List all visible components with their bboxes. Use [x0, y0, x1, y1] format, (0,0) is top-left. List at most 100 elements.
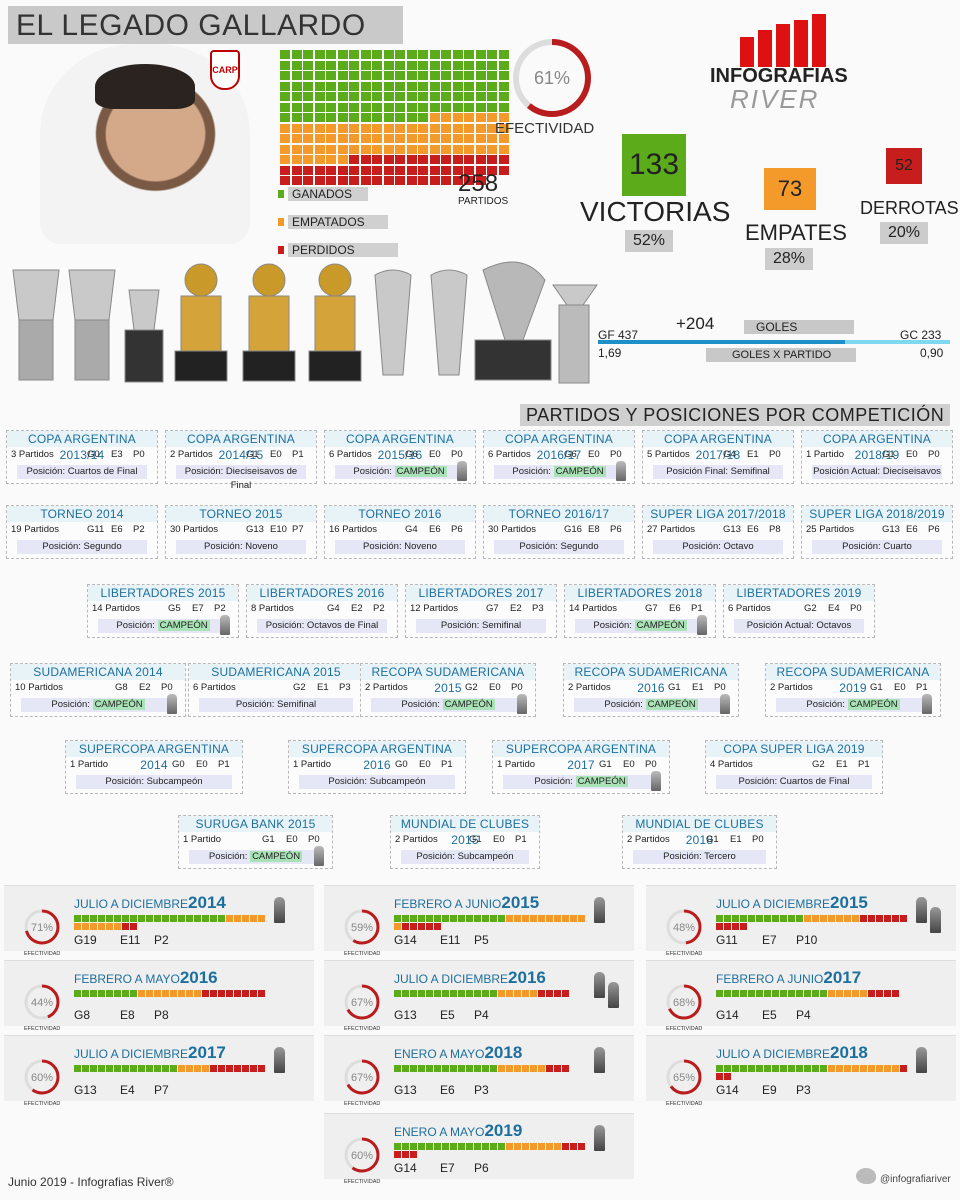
waffle-cell: [280, 176, 290, 185]
result-square: [892, 1065, 899, 1072]
result-square: [90, 990, 97, 997]
result-square: [522, 915, 529, 922]
waffle-cell: [441, 165, 451, 175]
result-square: [122, 1065, 129, 1072]
waffle-cell: [360, 71, 371, 80]
result-square: [442, 915, 449, 922]
period-efectividad-label: EFECTIVIDAD: [344, 1026, 381, 1032]
waffle-cell: [360, 60, 371, 70]
period-title: FEBRERO A JUNIO2017: [716, 968, 861, 988]
waffle-cell: [383, 165, 394, 175]
result-square: [498, 1065, 505, 1072]
result-square: [154, 915, 161, 922]
waffle-cell: [418, 92, 428, 101]
position-text: Posición: Subcampeón: [105, 776, 203, 787]
result-square: [394, 923, 401, 930]
result-square: [218, 990, 225, 997]
result-square: [114, 923, 121, 930]
waffle-cell: [280, 60, 290, 70]
trophy-icon: [930, 907, 941, 933]
competition-card: COPA SUPER LIGA 2019 4 Partidos G2 E1 P1…: [705, 740, 883, 794]
waffle-cell: [464, 50, 474, 59]
waffle-cell: [452, 71, 463, 80]
waffle-cell: [441, 50, 451, 59]
result-square: [788, 915, 795, 922]
result-square: [490, 990, 497, 997]
competition-position: Posición: CAMPEÓN: [776, 698, 930, 712]
waffle-cell: [418, 176, 428, 185]
position-text: Posición:: [401, 699, 443, 710]
waffle-cell: [291, 81, 302, 91]
result-square: [796, 1065, 803, 1072]
result-square: [836, 915, 843, 922]
competition-won: G7: [645, 603, 658, 614]
competition-won: G5: [168, 603, 181, 614]
waffle-cell: [475, 144, 486, 154]
result-square: [562, 1065, 569, 1072]
waffle-cell: [291, 50, 302, 59]
result-square: [804, 915, 811, 922]
result-square: [836, 1065, 843, 1072]
result-square: [74, 990, 81, 997]
competition-name: SUPERCOPA ARGENTINA 2016: [289, 741, 465, 772]
competition-matches: 1 Partido: [806, 449, 845, 460]
result-square: [804, 990, 811, 997]
waffle-cell: [349, 144, 359, 154]
result-square: [724, 915, 731, 922]
waffle-cell: [303, 81, 313, 91]
trophy-icon: [12, 261, 598, 384]
waffle-cell: [326, 155, 336, 164]
position-text: Posición: Noveno: [204, 541, 278, 552]
waffle-cell: [372, 165, 382, 175]
result-square: [434, 1065, 441, 1072]
period-efectividad-label: EFECTIVIDAD: [24, 1101, 61, 1107]
waffle-cell: [418, 144, 428, 154]
waffle-cell: [395, 60, 405, 70]
waffle-cell: [314, 92, 325, 101]
result-square: [522, 1065, 529, 1072]
period-efectividad-label: EFECTIVIDAD: [344, 1179, 381, 1185]
waffle-cell: [418, 155, 428, 164]
result-square: [546, 915, 553, 922]
position-text: Posición: Semifinal: [440, 620, 522, 631]
waffle-cell: [498, 144, 509, 154]
result-square: [250, 915, 257, 922]
result-square: [226, 915, 233, 922]
position-text: Posición: Semifinal: [235, 699, 317, 710]
competition-lost: P0: [928, 449, 940, 460]
competition-won: G2: [465, 682, 478, 693]
result-square: [442, 990, 449, 997]
result-square: [748, 990, 755, 997]
competition-name: SUPERCOPA ARGENTINA 2017: [493, 741, 669, 772]
result-square: [732, 923, 739, 930]
result-square: [514, 1065, 521, 1072]
waffle-cell: [337, 60, 348, 70]
result-square: [194, 990, 201, 997]
result-square: [884, 990, 891, 997]
result-square: [394, 1065, 401, 1072]
competition-matches: 6 Partidos: [728, 603, 771, 614]
waffle-cell: [475, 123, 486, 133]
result-square: [210, 915, 217, 922]
result-square: [828, 990, 835, 997]
result-square: [90, 1065, 97, 1072]
waffle-cell: [349, 165, 359, 175]
result-square: [458, 1065, 465, 1072]
waffle-cell: [498, 50, 509, 59]
waffle-cell: [314, 176, 325, 185]
competition-position: Posición: Subcampeón: [401, 850, 529, 864]
competition-position: Posición: Cuartos de Final: [17, 465, 147, 479]
competition-won: G4: [405, 524, 418, 535]
result-square: [418, 923, 425, 930]
result-square: [900, 1065, 907, 1072]
position-text: Posición: Octavos de Final: [265, 620, 379, 631]
waffle-cell: [326, 165, 336, 175]
competition-lost: P1: [858, 759, 870, 770]
competition-won: G6: [564, 449, 577, 460]
waffle-cell: [326, 71, 336, 80]
waffle-cell: [326, 92, 336, 101]
result-square: [90, 915, 97, 922]
waffle-cell: [372, 113, 382, 122]
waffle-cell: [452, 134, 463, 143]
period-draw: E9: [762, 1083, 777, 1097]
